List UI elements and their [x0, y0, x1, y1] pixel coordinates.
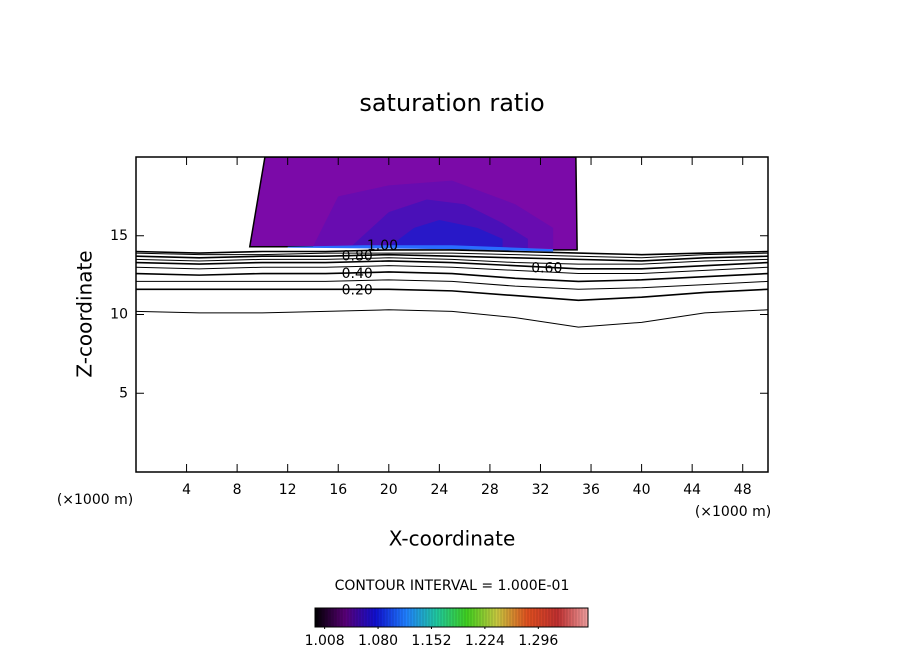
contour-line — [136, 260, 768, 270]
contour-line — [136, 253, 768, 262]
contour-interval: CONTOUR INTERVAL = 1.000E-01 — [335, 578, 570, 594]
x-tick-label: 48 — [734, 482, 752, 498]
x-tick-label: 20 — [380, 482, 398, 498]
y-unit-label: (×1000 m) — [57, 492, 133, 508]
colorbar-label: 1.296 — [518, 633, 558, 649]
contour-line — [136, 309, 768, 328]
x-tick-label: 16 — [329, 482, 347, 498]
x-tick-label: 36 — [582, 482, 600, 498]
plot — [136, 157, 768, 328]
colorbar — [314, 607, 589, 628]
contour-label: 0.60 — [531, 260, 562, 276]
contour-label: 0.80 — [342, 248, 373, 264]
contour-label: 1.00 — [367, 238, 398, 254]
x-unit-label: (×1000 m) — [695, 504, 771, 520]
contour-line — [136, 249, 768, 256]
x-tick-label: 28 — [481, 482, 499, 498]
x-tick-label: 8 — [233, 482, 242, 498]
colorbar-label: 1.008 — [305, 633, 345, 649]
contour-label: 0.20 — [342, 282, 373, 298]
contour-line — [136, 252, 768, 259]
contour-label: 0.40 — [342, 266, 373, 282]
x-tick-label: 4 — [182, 482, 191, 498]
y-tick-label: 15 — [110, 228, 128, 244]
y-axis-label: Z-coordinate — [73, 250, 97, 377]
x-axis-label: X-coordinate — [389, 527, 516, 551]
y-tick-label: 10 — [110, 307, 128, 323]
shaded-region — [388, 220, 503, 249]
y-tick-label: 5 — [119, 385, 128, 401]
contour-line — [136, 257, 768, 265]
chart-title: saturation ratio — [359, 89, 544, 117]
contour-line — [136, 288, 768, 302]
contour-line — [136, 271, 768, 283]
x-tick-label: 12 — [279, 482, 297, 498]
shaded-region — [287, 245, 554, 252]
x-tick-label: 44 — [683, 482, 701, 498]
x-tick-label: 32 — [532, 482, 550, 498]
x-tick-label: 24 — [430, 482, 448, 498]
x-tick-label: 40 — [633, 482, 651, 498]
colorbar-label: 1.080 — [358, 633, 398, 649]
colorbar-label: 1.224 — [465, 633, 505, 649]
contour-line — [136, 265, 768, 275]
contour-line — [136, 279, 768, 290]
colorbar-label: 1.152 — [411, 633, 451, 649]
